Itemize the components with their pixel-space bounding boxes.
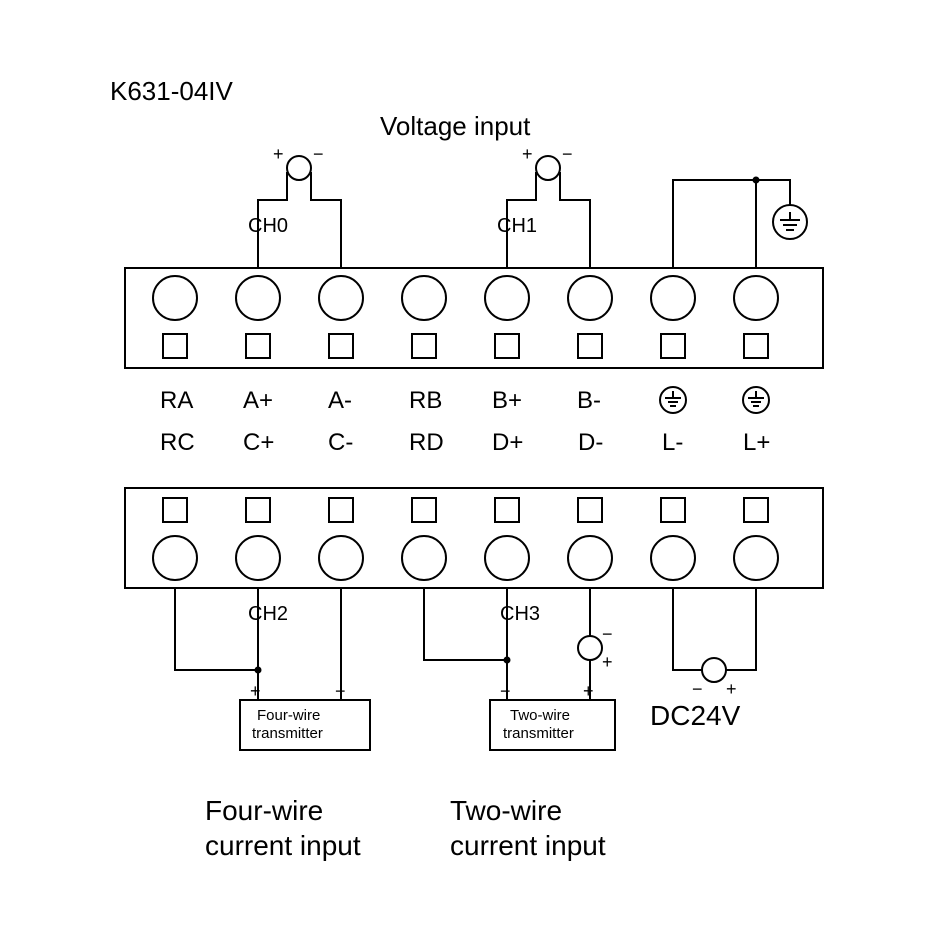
top-screws (153, 276, 778, 320)
svg-text:RB: RB (409, 387, 442, 414)
svg-text:−: − (602, 624, 613, 644)
ch1-plus: + (522, 144, 533, 164)
ch1-minus: − (562, 144, 573, 164)
top-squares (163, 334, 768, 358)
ch0-minus: − (313, 144, 324, 164)
dc24v-wiring: − + DC24V (650, 588, 756, 731)
dc24v-sensor-icon (702, 658, 726, 682)
svg-text:Four-wire: Four-wire (257, 707, 320, 724)
svg-text:B-: B- (577, 387, 601, 414)
top-terminal-block (125, 268, 823, 368)
four-wire-caption-line1: Four-wire (205, 795, 323, 826)
svg-text:A+: A+ (243, 387, 273, 414)
svg-text:RA: RA (160, 387, 193, 414)
two-wire-caption-line1: Two-wire (450, 795, 562, 826)
svg-text:L-: L- (662, 429, 683, 456)
two-wire-caption-line2: current input (450, 830, 606, 861)
row2-labels: RC C+ C- RD D+ D- L- L+ (160, 429, 770, 456)
ch1-sensor-icon (536, 156, 560, 180)
svg-text:C+: C+ (243, 429, 274, 456)
ch2-wiring: CH2 + − Four-wire transmitter (175, 588, 370, 750)
four-wire-caption-line2: current input (205, 830, 361, 861)
ch3-wiring: − + CH3 − + Two-wire transmitter (424, 588, 615, 750)
product-code: K631-04IV (110, 76, 234, 106)
ch1-label: CH1 (497, 215, 537, 237)
svg-text:Two-wire: Two-wire (510, 707, 570, 724)
voltage-input-title: Voltage input (380, 111, 531, 141)
ground-icon (773, 205, 807, 239)
svg-text:+: + (602, 652, 613, 672)
svg-text:C-: C- (328, 429, 353, 456)
ground-top-group (673, 177, 807, 269)
ch3-sensor-icon (578, 636, 602, 660)
ch0-plus: + (273, 144, 284, 164)
row1-ground-7-icon (743, 387, 769, 413)
dc24v-label: DC24V (650, 700, 741, 731)
svg-text:RD: RD (409, 429, 444, 456)
ch0-sensor-group: + − CH0 (248, 144, 341, 268)
bottom-terminal-block (125, 488, 823, 588)
ch3-label: CH3 (500, 603, 540, 625)
wiring-diagram: K631-04IV Voltage input + − CH0 + − CH1 (0, 0, 950, 950)
svg-text:transmitter: transmitter (503, 725, 574, 742)
bottom-squares (163, 498, 768, 522)
svg-text:transmitter: transmitter (252, 725, 323, 742)
ch2-label: CH2 (248, 603, 288, 625)
svg-text:+: + (250, 681, 261, 701)
svg-text:A-: A- (328, 387, 352, 414)
svg-text:D+: D+ (492, 429, 523, 456)
svg-text:L+: L+ (743, 429, 770, 456)
row1-ground-6-icon (660, 387, 686, 413)
svg-text:−: − (500, 681, 511, 701)
svg-text:+: + (583, 681, 594, 701)
ch1-sensor-group: + − CH1 (497, 144, 590, 268)
row1-labels: RA A+ A- RB B+ B- (160, 387, 769, 414)
bottom-screws (153, 536, 778, 580)
svg-text:−: − (692, 679, 703, 699)
svg-text:+: + (726, 679, 737, 699)
ch0-sensor-icon (287, 156, 311, 180)
svg-text:−: − (335, 681, 346, 701)
svg-text:RC: RC (160, 429, 195, 456)
svg-text:B+: B+ (492, 387, 522, 414)
ch0-label: CH0 (248, 215, 288, 237)
svg-text:D-: D- (578, 429, 603, 456)
